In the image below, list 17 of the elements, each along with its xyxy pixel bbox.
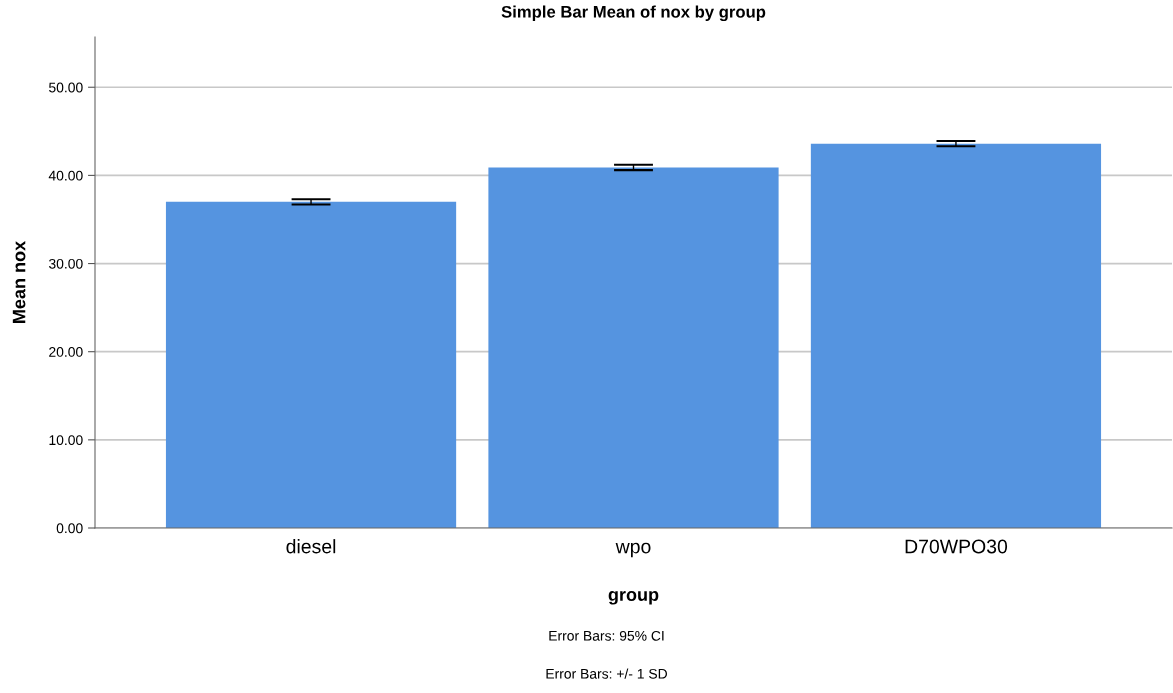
x-tick-label: D70WPO30 bbox=[905, 539, 1008, 554]
x-tick-label: wpo bbox=[615, 542, 651, 558]
text: Error Bars: 95% CI bbox=[549, 630, 664, 641]
y-axis-title: Mean nox bbox=[12, 240, 26, 323]
y-tick-label: 40.00 bbox=[48, 170, 83, 181]
y-tick-label: 10.00 bbox=[49, 435, 83, 446]
chart-title: Simple Bar Mean of nox by group bbox=[501, 5, 766, 22]
bar bbox=[488, 167, 779, 528]
y-tick-label: 30.00 bbox=[48, 258, 83, 269]
bar bbox=[810, 143, 1102, 528]
x-axis-title: group bbox=[608, 591, 659, 605]
bar bbox=[165, 201, 457, 528]
y-tick-label: 0.00 bbox=[56, 523, 83, 534]
x-tick-label: diesel bbox=[286, 539, 336, 554]
y-tick-label: 20.00 bbox=[49, 347, 83, 357]
y-tick-label: 50.00 bbox=[49, 82, 83, 93]
text: Error Bars: +/- 1 SD bbox=[546, 668, 667, 679]
